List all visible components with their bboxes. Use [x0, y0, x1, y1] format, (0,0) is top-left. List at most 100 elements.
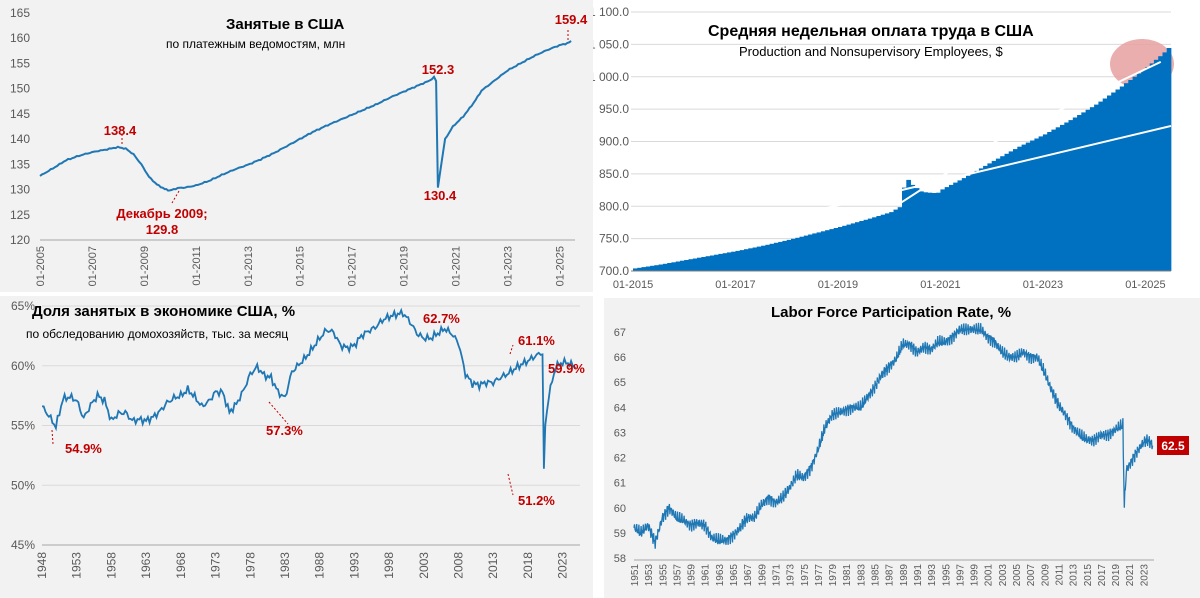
y-tick-label: 1 100.0	[593, 5, 629, 19]
earnings-bar	[1081, 112, 1086, 272]
earnings-bar	[1153, 59, 1159, 271]
earnings-bar	[812, 233, 817, 271]
x-tick-label: 1978	[243, 552, 257, 579]
earnings-bar	[940, 189, 946, 271]
y-tick-label: 60	[614, 503, 626, 515]
x-tick-label: 1993	[927, 564, 938, 587]
x-tick-label: 1963	[139, 552, 153, 579]
earnings-bar	[799, 236, 805, 271]
earnings-bar	[769, 243, 775, 271]
earnings-bar	[825, 230, 830, 271]
x-tick-label: 01-2023	[1023, 279, 1063, 291]
earnings-bar	[1102, 98, 1108, 271]
earnings-bar	[662, 263, 668, 271]
earnings-bar	[978, 168, 984, 271]
earnings-bar	[786, 239, 792, 271]
earnings-bar	[697, 257, 702, 271]
peak-2020-label: 61.1%	[518, 333, 555, 348]
y-tick-label: 55%	[11, 419, 35, 433]
y-tick-label: 130	[10, 183, 30, 197]
earnings-bar	[1025, 142, 1031, 271]
earnings-bar	[791, 238, 796, 271]
peak-2020-label: 152.3	[422, 62, 455, 77]
x-tick-label: 1981	[842, 564, 853, 587]
employment-ratio-series-line	[42, 307, 577, 469]
x-tick-label: 01-2023	[502, 246, 514, 286]
x-tick-label: 2011	[1054, 564, 1065, 586]
earnings-bar	[1119, 86, 1125, 271]
earnings-bar	[675, 261, 681, 271]
weekly-earnings-chart-panel: 700.0 750.0 800.0 850.0 900.0 950.0 1 000.0 1 0…	[593, 0, 1200, 296]
earnings-bar	[949, 184, 954, 271]
low-2020-label: 51.2%	[518, 493, 555, 508]
x-tick-label: 1979	[828, 564, 839, 587]
x-tick-label: 1991	[913, 564, 924, 587]
x-tick-label: 01-2021	[920, 279, 960, 291]
x-tick-label: 2003	[998, 564, 1009, 587]
y-tick-label: 140	[10, 132, 30, 146]
earnings-bar	[1013, 149, 1018, 271]
earnings-bar	[991, 160, 997, 271]
earnings-bar	[808, 234, 813, 271]
y-tick-label: 145	[10, 107, 30, 121]
employment-ratio-chart-panel: 45% 50% 55% 60% 65% 1948 1953 1958 1963 1968 1973…	[0, 296, 593, 598]
latest-value-badge	[1157, 436, 1189, 455]
x-tick-label: 01-2025	[554, 246, 566, 286]
earnings-bar	[1162, 52, 1168, 272]
x-tick-label: 1983	[856, 564, 867, 587]
earnings-bar	[902, 187, 907, 271]
x-tick-label: 1969	[757, 564, 768, 587]
earnings-bar	[718, 253, 724, 271]
earnings-bar	[1038, 136, 1044, 271]
x-tick-label: 1977	[814, 564, 825, 587]
earnings-bar	[795, 237, 800, 271]
earnings-bar	[923, 192, 928, 271]
earnings-bar	[1017, 146, 1022, 271]
earnings-bar	[714, 254, 719, 271]
x-tick-label: 01-2017	[347, 246, 359, 286]
low-1950-label: 54.9%	[65, 441, 102, 456]
earnings-bar	[1149, 63, 1155, 272]
y-tick-label: 45%	[11, 538, 35, 552]
x-tick-label: 1951	[630, 564, 641, 587]
earnings-bar	[1115, 89, 1121, 271]
earnings-bar	[1064, 122, 1069, 271]
earnings-bar	[1132, 76, 1138, 271]
earnings-bar	[1098, 101, 1104, 271]
y-tick-label: 950.0	[599, 102, 629, 116]
chart-subtitle: по платежным ведомостям, млн	[166, 37, 345, 51]
x-tick-label: 1963	[715, 564, 726, 587]
x-tick-label: 1968	[174, 552, 188, 579]
earnings-bar	[1166, 48, 1172, 271]
earnings-bar	[1042, 134, 1048, 271]
chart-title: Занятые в США	[226, 16, 345, 33]
latest-value-label: 59.9%	[548, 361, 585, 376]
earnings-bar	[1128, 80, 1133, 271]
earnings-bar	[1111, 92, 1116, 271]
earnings-bar	[1055, 127, 1061, 271]
low-1950-leader	[51, 429, 54, 445]
low-1983-label: 57.3%	[266, 423, 303, 438]
earnings-bar	[1030, 140, 1035, 271]
earnings-bar	[983, 165, 988, 271]
earnings-bar	[645, 266, 651, 271]
earnings-bar	[974, 170, 980, 271]
earnings-bar	[650, 265, 655, 271]
x-tick-label: 01-2011	[191, 246, 203, 286]
earnings-bar	[889, 212, 894, 271]
x-tick-label: 2001	[984, 564, 995, 587]
low-1983-leader	[268, 401, 289, 425]
x-tick-label: 01-2009	[139, 246, 151, 286]
peak-2007-label: 62.7%	[423, 311, 460, 326]
y-tick-label: 850.0	[599, 167, 629, 181]
earnings-bar	[846, 224, 852, 271]
earnings-bar	[709, 255, 715, 271]
y-tick-label: 60%	[11, 359, 35, 373]
earnings-bar	[1034, 138, 1040, 271]
y-tick-label: 59	[614, 528, 626, 540]
y-tick-label: 165	[10, 6, 30, 20]
x-tick-label: 1997	[955, 564, 966, 587]
earnings-bar	[744, 249, 749, 271]
x-tick-label: 1953	[70, 552, 84, 579]
y-tick-label: 750.0	[599, 232, 629, 246]
